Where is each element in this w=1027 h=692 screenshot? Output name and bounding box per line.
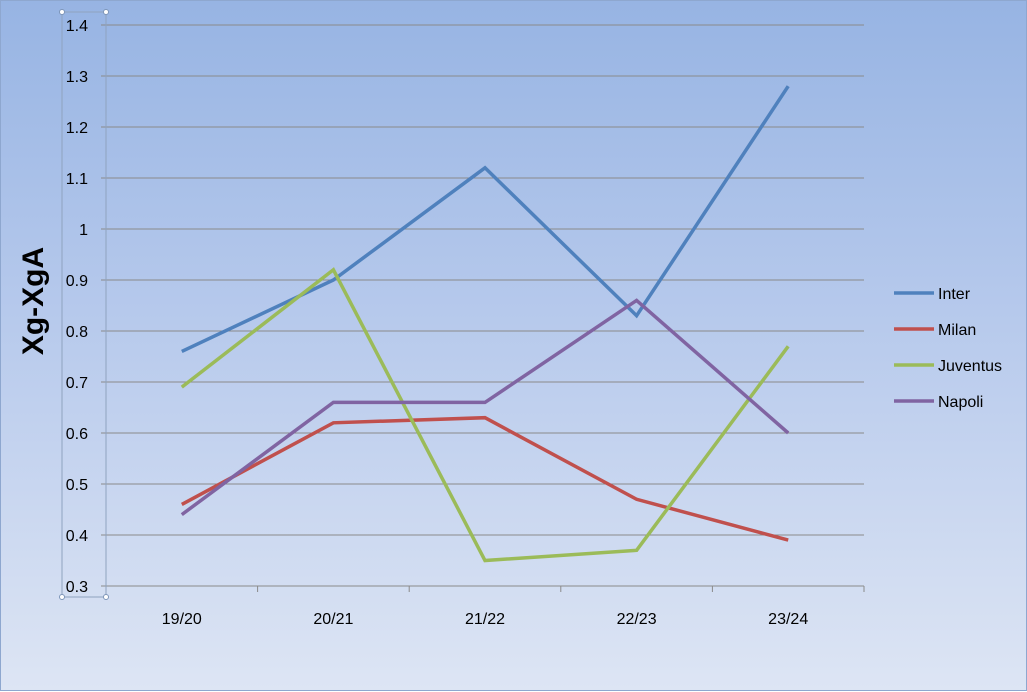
y-tick-label: 1.1 — [66, 171, 88, 188]
y-axis-label: Xg-XgA — [17, 247, 50, 355]
y-tick-label: 1.3 — [66, 69, 88, 86]
x-tick-label: 22/23 — [617, 611, 657, 628]
selection-handle[interactable] — [60, 10, 65, 15]
x-tick-label: 21/22 — [465, 611, 505, 628]
legend-label-napoli: Napoli — [938, 394, 983, 411]
legend-label-milan: Milan — [938, 322, 976, 339]
y-tick-label: 0.5 — [66, 477, 88, 494]
y-tick-label: 0.6 — [66, 426, 88, 443]
series-line-inter — [182, 86, 788, 351]
x-tick-label: 19/20 — [162, 611, 202, 628]
selection-frame — [62, 12, 106, 597]
y-tick-label: 1 — [79, 222, 88, 239]
series-line-napoli — [182, 300, 788, 514]
x-tick-label: 23/24 — [768, 611, 808, 628]
gridlines — [106, 25, 864, 586]
x-tick-label: 20/21 — [313, 611, 353, 628]
y-tick-label: 0.7 — [66, 375, 88, 392]
selection-handle[interactable] — [104, 595, 109, 600]
y-tick-label: 0.3 — [66, 579, 88, 596]
legend-label-inter: Inter — [938, 286, 971, 303]
series-line-milan — [182, 418, 788, 540]
selection-handle[interactable] — [60, 595, 65, 600]
y-tick-label: 0.8 — [66, 324, 88, 341]
y-tick-label: 0.4 — [66, 528, 88, 545]
y-tick-label: 0.9 — [66, 273, 88, 290]
y-tick-label: 1.2 — [66, 120, 88, 137]
legend-label-juventus: Juventus — [938, 358, 1002, 375]
legend: Inter Milan Juventus Napoli — [894, 286, 1002, 411]
y-tick-label: 1.4 — [66, 18, 88, 35]
series-lines — [182, 86, 789, 561]
selection-handle[interactable] — [104, 10, 109, 15]
